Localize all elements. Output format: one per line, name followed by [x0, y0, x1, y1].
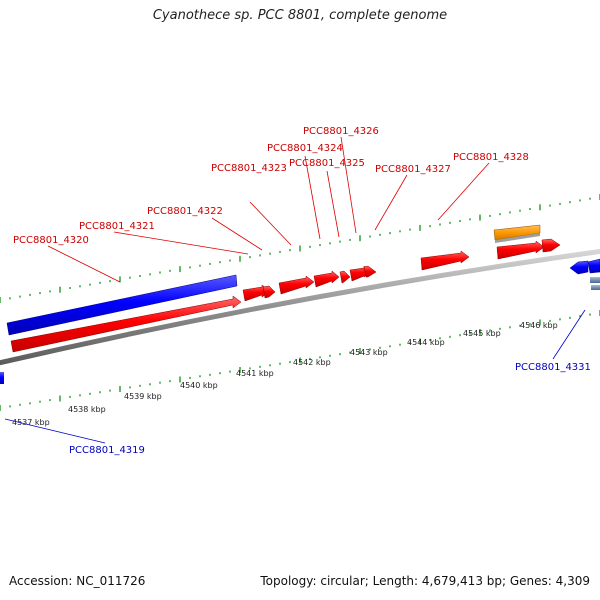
gene-feature-4330[interactable]	[541, 238, 561, 253]
map-title: Cyanothece sp. PCC 8801, complete genome	[152, 8, 448, 23]
other-feature-shadow	[495, 233, 540, 243]
reverse-strand-features	[0, 258, 600, 384]
gene-feature-4328[interactable]	[420, 250, 470, 271]
gene-label-4320[interactable]: PCC8801_4320	[13, 235, 89, 246]
leader-4331	[552, 309, 586, 360]
forward-gene-labels: PCC8801_4320 PCC8801_4321 PCC8801_4322 P…	[13, 126, 529, 246]
tick-label-4540: 4540 kbp	[180, 381, 218, 390]
gene-feature-4319[interactable]	[0, 372, 4, 384]
gene-feature-4322[interactable]	[262, 285, 276, 299]
leader-4327	[374, 174, 408, 231]
tick-label-4542: 4542 kbp	[293, 358, 331, 367]
gene-feature-4323[interactable]	[278, 275, 315, 295]
forward-leader-lines	[47, 136, 490, 283]
scale-labels: 4537 kbp 4538 kbp 4539 kbp 4540 kbp 4541…	[12, 321, 558, 427]
gene-feature-4333[interactable]	[590, 277, 600, 283]
leader-4321	[113, 231, 249, 255]
gene-label-4325[interactable]: PCC8801_4325	[289, 158, 365, 169]
reverse-gene-labels: PCC8801_4319 PCC8801_4331	[69, 362, 591, 456]
outer-tick-ring	[0, 194, 600, 303]
accession-text: Accession: NC_011726	[9, 574, 146, 588]
gene-label-4326[interactable]: PCC8801_4326	[303, 126, 379, 137]
gene-feature-4320[interactable]	[10, 295, 242, 353]
tick-label-4538: 4538 kbp	[68, 405, 106, 414]
gene-feature-4325[interactable]	[339, 270, 351, 284]
tick-label-4541: 4541 kbp	[236, 369, 274, 378]
gene-label-4321[interactable]: PCC8801_4321	[79, 221, 155, 232]
gene-label-4322[interactable]: PCC8801_4322	[147, 206, 223, 217]
leader-4326	[340, 136, 357, 234]
leader-4325	[326, 170, 340, 238]
tick-label-4539: 4539 kbp	[124, 392, 162, 401]
leader-4322	[211, 217, 263, 251]
leader-4320	[47, 245, 121, 283]
forward-strand-features	[10, 224, 561, 353]
genome-summary-text: Topology: circular; Length: 4,679,413 bp…	[260, 574, 590, 588]
tick-label-4544: 4544 kbp	[407, 338, 445, 347]
gene-feature-4327[interactable]	[363, 265, 377, 278]
gene-label-4327[interactable]: PCC8801_4327	[375, 164, 451, 175]
tick-label-4543: 4543 kbp	[350, 348, 388, 357]
leader-4324	[304, 155, 321, 240]
gene-feature-4320-reverse[interactable]	[6, 274, 238, 336]
inner-tick-ring	[0, 310, 600, 411]
leader-4319	[4, 418, 106, 444]
tick-label-4546: 4546 kbp	[520, 321, 558, 330]
gene-label-4331[interactable]: PCC8801_4331	[515, 362, 591, 373]
reverse-leader-lines	[4, 309, 586, 444]
leader-4323	[249, 201, 292, 246]
gene-feature-4329[interactable]	[496, 240, 545, 260]
gene-label-4319[interactable]: PCC8801_4319	[69, 445, 145, 456]
gene-feature-4331[interactable]	[569, 260, 589, 275]
gene-label-4324[interactable]: PCC8801_4324	[267, 143, 343, 154]
backbone	[0, 248, 600, 366]
backbone-line	[0, 248, 600, 366]
gene-feature-4334[interactable]	[591, 285, 600, 290]
gene-label-4323[interactable]: PCC8801_4323	[211, 163, 287, 174]
tick-label-4545: 4545 kbp	[463, 329, 501, 338]
gene-feature-4332[interactable]	[587, 258, 600, 274]
gene-feature-4324[interactable]	[313, 270, 340, 288]
leader-4328	[437, 162, 490, 221]
gene-label-4328[interactable]: PCC8801_4328	[453, 152, 529, 163]
tick-label-4537: 4537 kbp	[12, 418, 50, 427]
